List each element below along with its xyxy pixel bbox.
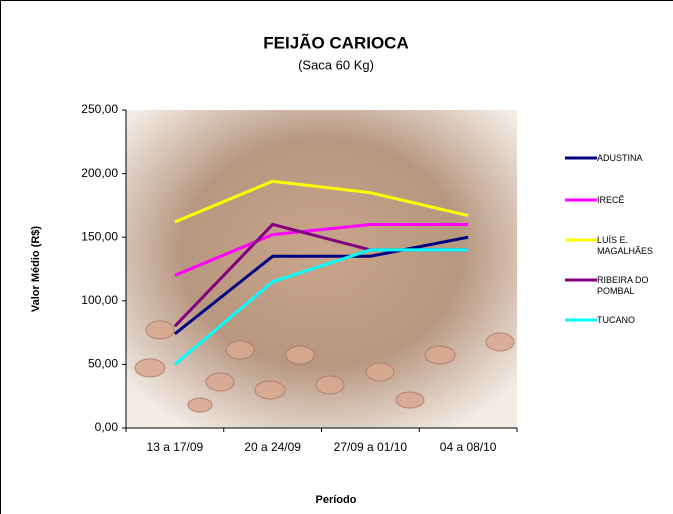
legend-label: TUCANO xyxy=(597,315,669,326)
x-tick-label: 20 a 24/09 xyxy=(244,440,301,454)
legend-label: LUÍS E. MAGALHÃES xyxy=(597,235,669,257)
x-axis-title: Período xyxy=(316,494,357,506)
page: FEIJÃO CARIOCA (Saca 60 Kg) Valor Médio … xyxy=(0,0,673,514)
legend-label: IRECÊ xyxy=(597,195,669,206)
x-tick-label: 13 a 17/09 xyxy=(147,440,204,454)
y-tick-label: 100,00 xyxy=(81,293,118,307)
chart-title: FEIJÃO CARIOCA xyxy=(263,32,408,52)
legend-label: ADUSTINA xyxy=(597,153,669,164)
chart: FEIJÃO CARIOCA (Saca 60 Kg) Valor Médio … xyxy=(0,0,673,514)
y-tick-label: 50,00 xyxy=(88,357,118,371)
y-axis-title: Valor Médio (R$) xyxy=(30,226,42,313)
y-tick-label: 250,00 xyxy=(81,102,118,116)
chart-subtitle: (Saca 60 Kg) xyxy=(298,57,374,72)
x-tick-label: 27/09 a 01/10 xyxy=(334,440,408,454)
legend-label: RIBEIRA DO POMBAL xyxy=(597,275,669,297)
y-tick-label: 200,00 xyxy=(81,166,118,180)
x-tick-label: 04 a 08/10 xyxy=(440,440,497,454)
y-tick-label: 0,00 xyxy=(95,420,119,434)
y-tick-label: 150,00 xyxy=(81,229,118,243)
